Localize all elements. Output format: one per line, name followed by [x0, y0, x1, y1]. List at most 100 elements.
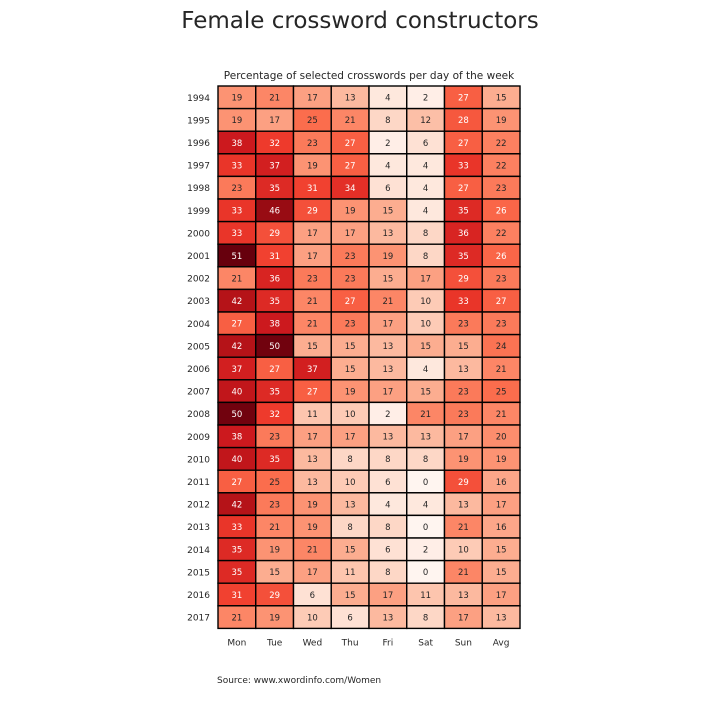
cell-value-label: 8 [423, 229, 428, 239]
cell-value-label: 20 [496, 433, 507, 443]
cell-value-label: 38 [231, 139, 242, 149]
cell-value-label: 21 [382, 297, 393, 307]
cell-value-label: 50 [231, 410, 242, 420]
cell-value-label: 23 [307, 274, 318, 284]
cell-value-label: 17 [345, 433, 356, 443]
cell-value-label: 13 [458, 365, 469, 375]
cell-value-label: 29 [307, 207, 318, 217]
column-label: Thu [341, 638, 359, 648]
cell-value-label: 15 [496, 546, 507, 556]
cell-value-label: 15 [420, 342, 431, 352]
cell-value-label: 13 [420, 433, 431, 443]
cell-value-label: 15 [496, 94, 507, 104]
row-label: 1996 [187, 139, 210, 149]
row-label: 1997 [187, 162, 210, 172]
cell-value-label: 13 [382, 365, 393, 375]
cell-value-label: 2 [423, 94, 428, 104]
cell-value-label: 21 [496, 410, 507, 420]
cell-value-label: 27 [345, 161, 356, 171]
cell-value-label: 19 [345, 207, 356, 217]
cell-value-label: 23 [269, 500, 280, 510]
cell-value-label: 10 [307, 613, 318, 623]
cell-value-label: 13 [382, 229, 393, 239]
cell-value-label: 17 [345, 229, 356, 239]
cell-value-label: 31 [231, 591, 242, 601]
cell-value-label: 21 [269, 94, 280, 104]
cell-value-label: 23 [345, 274, 356, 284]
row-label: 2000 [187, 229, 210, 239]
cell-value-label: 22 [496, 139, 507, 149]
cell-value-label: 17 [307, 252, 318, 262]
cell-value-label: 17 [307, 568, 318, 578]
cell-value-label: 35 [269, 184, 280, 194]
cell-value-label: 27 [458, 94, 469, 104]
cell-value-label: 35 [231, 568, 242, 578]
cell-value-label: 29 [458, 274, 469, 284]
cell-value-label: 29 [458, 478, 469, 488]
cell-value-label: 15 [307, 342, 318, 352]
cell-value-label: 19 [345, 387, 356, 397]
cell-value-label: 40 [231, 387, 242, 397]
row-label: 2006 [187, 365, 210, 375]
cell-value-label: 21 [307, 297, 318, 307]
cell-value-label: 17 [307, 94, 318, 104]
cell-value-label: 8 [385, 116, 390, 126]
cell-value-label: 6 [310, 591, 315, 601]
cell-value-label: 35 [269, 297, 280, 307]
cell-value-label: 15 [458, 342, 469, 352]
cell-value-label: 22 [496, 161, 507, 171]
cell-value-label: 46 [269, 207, 280, 217]
cell-value-label: 4 [385, 94, 390, 104]
cell-value-label: 23 [496, 184, 507, 194]
cell-value-label: 19 [382, 252, 393, 262]
cell-value-label: 8 [385, 455, 390, 465]
cell-value-label: 2 [385, 139, 390, 149]
cell-value-label: 13 [382, 613, 393, 623]
cell-value-label: 16 [496, 523, 507, 533]
cell-value-label: 6 [385, 478, 390, 488]
cell-value-label: 26 [496, 252, 507, 262]
cell-value-label: 21 [231, 274, 242, 284]
cell-value-label: 4 [423, 365, 428, 375]
cell-value-label: 17 [496, 500, 507, 510]
cell-value-label: 6 [347, 613, 352, 623]
cell-value-label: 27 [458, 139, 469, 149]
cell-value-label: 23 [458, 410, 469, 420]
cell-value-label: 33 [231, 207, 242, 217]
cell-value-label: 42 [231, 500, 242, 510]
cell-value-label: 24 [496, 342, 507, 352]
cell-value-label: 6 [385, 546, 390, 556]
cell-value-label: 51 [231, 252, 242, 262]
row-label: 1995 [187, 116, 210, 126]
cell-value-label: 29 [269, 229, 280, 239]
cell-value-label: 25 [269, 478, 280, 488]
cell-value-label: 17 [382, 320, 393, 330]
cell-value-label: 19 [496, 116, 507, 126]
cell-value-label: 13 [496, 613, 507, 623]
cell-value-label: 10 [420, 297, 431, 307]
cell-value-label: 27 [496, 297, 507, 307]
cell-value-label: 27 [345, 297, 356, 307]
column-label: Tue [266, 638, 283, 648]
cell-value-label: 25 [307, 116, 318, 126]
row-label: 2004 [187, 320, 210, 330]
cell-value-label: 29 [269, 591, 280, 601]
cell-value-label: 34 [345, 184, 356, 194]
cell-value-label: 19 [307, 161, 318, 171]
cell-value-label: 19 [496, 455, 507, 465]
row-label: 2001 [187, 252, 210, 262]
cell-value-label: 35 [269, 455, 280, 465]
cell-value-label: 21 [307, 320, 318, 330]
cell-value-label: 4 [423, 184, 428, 194]
cell-value-label: 10 [345, 410, 356, 420]
cell-value-label: 17 [382, 387, 393, 397]
cell-value-label: 38 [269, 320, 280, 330]
cell-value-label: 42 [231, 342, 242, 352]
cell-value-label: 27 [307, 387, 318, 397]
cell-value-label: 17 [420, 274, 431, 284]
cell-value-label: 10 [345, 478, 356, 488]
cell-value-label: 13 [382, 433, 393, 443]
cell-value-label: 33 [231, 229, 242, 239]
cell-value-label: 21 [458, 568, 469, 578]
cell-value-label: 10 [420, 320, 431, 330]
